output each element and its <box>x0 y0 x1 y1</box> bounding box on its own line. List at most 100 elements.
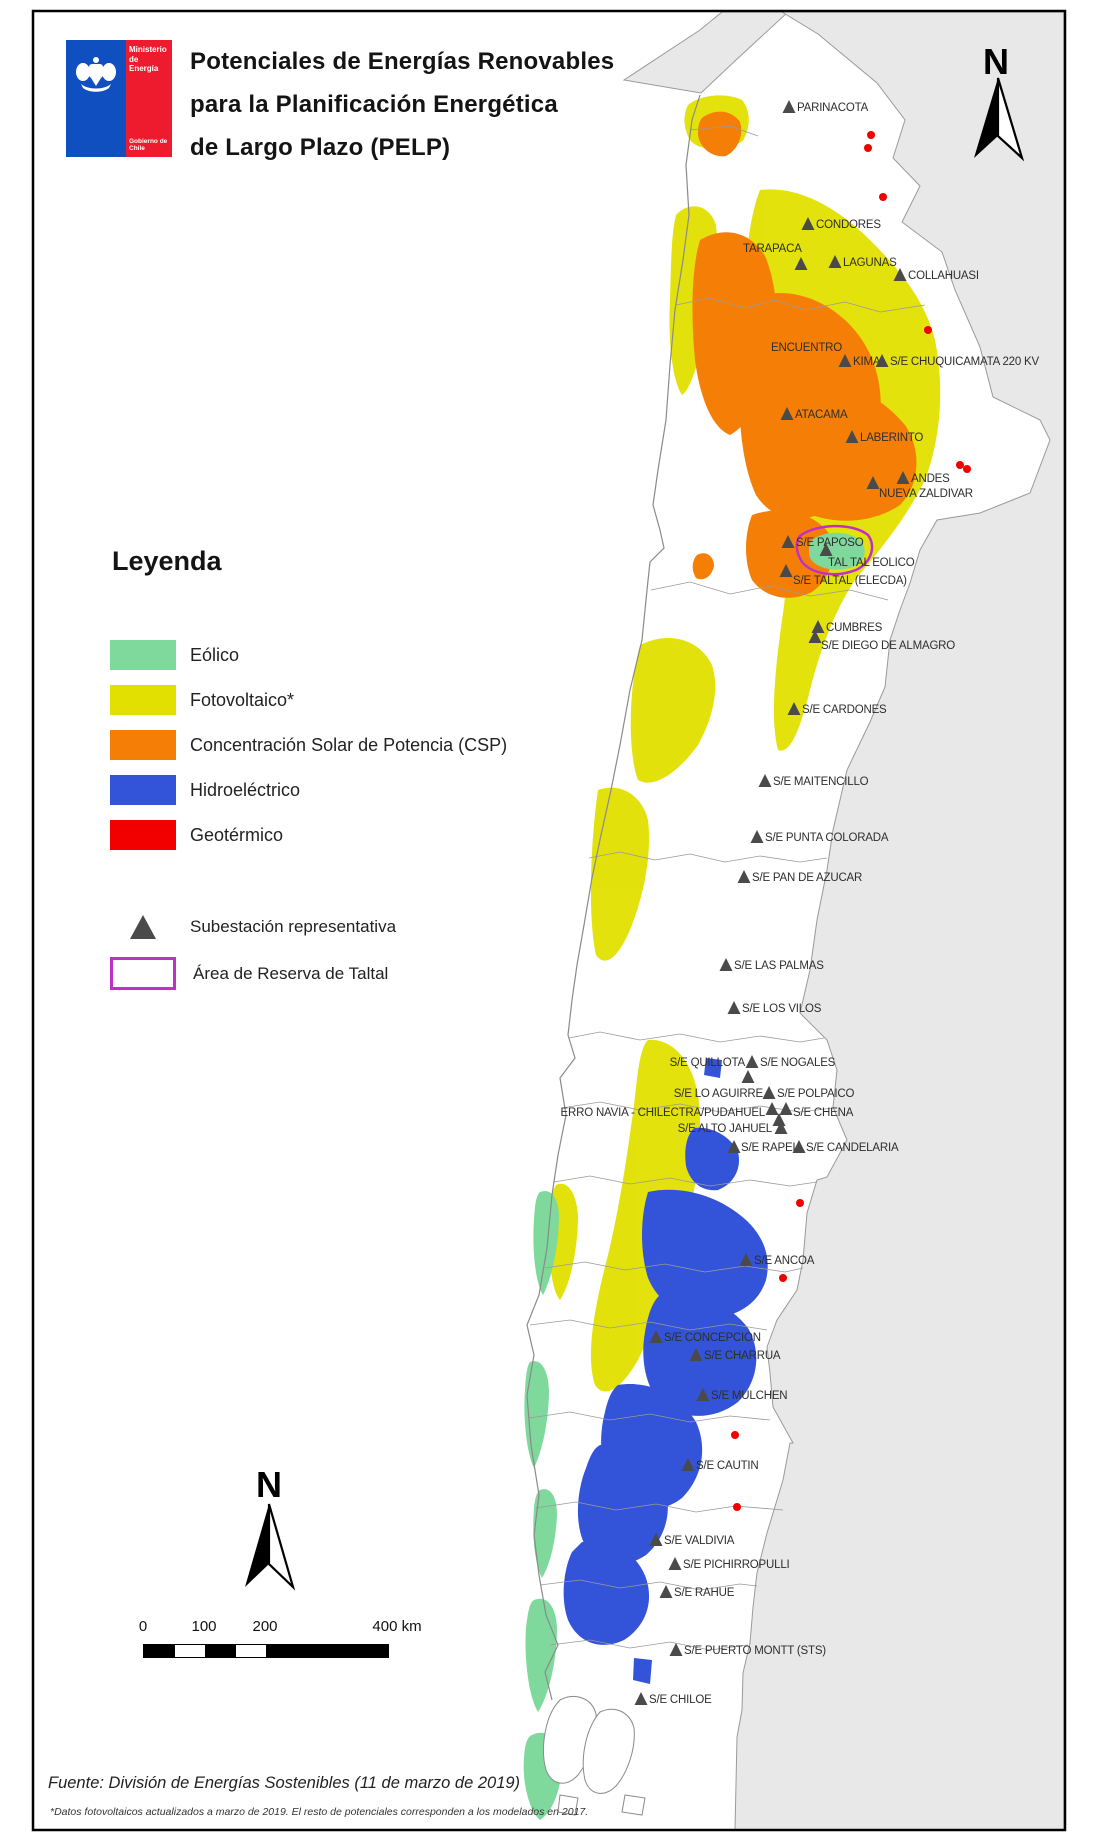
substation-label: LABERINTO <box>860 432 923 444</box>
substation-label: S/E RAHUE <box>674 1587 735 1599</box>
substation-triangle <box>781 535 795 548</box>
substation-label: ATACAMA <box>795 409 848 421</box>
legend-item-label: Subestación representativa <box>190 917 397 936</box>
substation-triangle <box>774 1121 788 1134</box>
substation-triangle <box>828 255 842 268</box>
substation-triangle <box>811 620 825 633</box>
substation-triangle <box>634 1692 648 1705</box>
legend-item-subestacion: Subestación representativa <box>110 915 396 939</box>
substation-label: S/E DIEGO DE ALMAGRO <box>821 640 955 652</box>
geothermal-dot <box>733 1503 741 1511</box>
substation-triangle <box>727 1001 741 1014</box>
geothermal-dot <box>731 1431 739 1439</box>
hidroelectrico-swatch <box>110 775 176 805</box>
substation-label: CONDORES <box>816 219 881 231</box>
southern-islands <box>543 1696 646 1816</box>
substation-label: S/E RAPEL <box>741 1142 799 1154</box>
legend-item-label: Área de Reserva de Taltal <box>193 963 389 983</box>
substation-triangle <box>875 354 889 367</box>
substation-triangle <box>896 471 910 484</box>
substation-triangle <box>779 564 793 577</box>
substation-label: TAL TAL EOLICO <box>828 557 915 569</box>
substation-label: S/E CANDELARIA <box>806 1142 899 1154</box>
substation-label: S/E PUNTA COLORADA <box>765 832 889 844</box>
page-title: Potenciales de Energías Renovables para … <box>190 40 614 169</box>
substation-label: S/E LO AGUIRRE <box>674 1088 764 1100</box>
eolico-swatch <box>110 640 176 670</box>
substation-label: S/E POLPAICO <box>777 1088 855 1100</box>
substation-label: COLLAHUASI <box>908 270 979 282</box>
substation-triangle <box>893 268 907 281</box>
substation-label: S/E CHENA <box>793 1107 854 1119</box>
substation-label: S/E PUERTO MONTT (STS) <box>684 1645 826 1657</box>
geothermal-dot <box>956 461 964 469</box>
geothermal-dot <box>963 465 971 473</box>
coat-of-arms-icon <box>76 57 116 92</box>
scale-tick-0: 0 <box>138 1618 148 1635</box>
title-line-1: Potenciales de Energías Renovables <box>190 48 615 75</box>
substation-label: ERRO NAVIA - CHILECTRA/PUDAHUEL <box>561 1107 766 1119</box>
geotermico-swatch <box>110 820 176 850</box>
legend-item-label: Fotovoltaico* <box>190 689 295 710</box>
substation-label: LAGUNAS <box>843 257 897 269</box>
scale-tick-100: 100 <box>191 1618 217 1635</box>
legend-item-label: Hidroeléctrico <box>190 779 301 800</box>
coastline <box>526 94 701 1701</box>
fotovoltaico-swatch <box>110 685 176 715</box>
substation-triangle <box>727 1140 741 1153</box>
substation-triangle <box>750 830 764 843</box>
logo-blue-panel <box>66 40 126 157</box>
legend-item-reserva: Área de Reserva de Taltal <box>110 957 388 990</box>
substation-markers: PARINACOTA CONDORES TARAPACA LAGUNAS COLLAHU… <box>561 100 1040 1706</box>
substation-label: S/E LOS VILOS <box>742 1003 822 1015</box>
substation-triangle <box>669 1643 683 1656</box>
substation-triangle <box>808 630 822 643</box>
substation-label: CUMBRES <box>826 622 883 634</box>
substation-label: S/E MAITENCILLO <box>773 776 869 788</box>
title-line-3: de Largo Plazo (PELP) <box>190 134 451 161</box>
foreign-land-peru <box>622 11 790 94</box>
north-letter: N <box>256 1464 282 1505</box>
north-arrow-bottom: N <box>245 1464 296 1591</box>
geothermal-dot <box>867 131 875 139</box>
legend-item-eolico: Eólico <box>110 640 239 670</box>
substation-label: S/E ANCOA <box>754 1255 815 1267</box>
substation-label: PARINACOTA <box>797 102 869 114</box>
substation-label: NUEVA ZALDIVAR <box>879 488 973 500</box>
legend-item-geotermico: Geotérmico <box>110 820 283 850</box>
substation-label: S/E CHUQUICAMATA 220 KV <box>890 356 1040 368</box>
substation-label: S/E CHILOE <box>649 1694 712 1706</box>
substation-label: S/E VALDIVIA <box>664 1535 735 1547</box>
scale-tick-400: 400 km <box>372 1618 422 1635</box>
substation-triangle <box>739 1253 753 1266</box>
substation-triangle <box>801 217 815 230</box>
substation-label: S/E PICHIRROPULLI <box>683 1559 790 1571</box>
substation-triangle <box>780 407 794 420</box>
legend-item-label: Eólico <box>190 644 240 665</box>
substation-label: S/E MULCHEN <box>711 1390 787 1402</box>
substation-triangle <box>758 774 772 787</box>
substation-label: S/E TALTAL (ELECDA) <box>793 575 907 587</box>
substation-triangle <box>845 430 859 443</box>
substation-label: S/E CARDONES <box>802 704 887 716</box>
geothermal-dot <box>879 193 887 201</box>
legend-heading: Leyenda <box>112 546 222 576</box>
logo-government-text: Gobierno de Chile <box>129 138 168 152</box>
legend-item-hidroelectrico: Hidroeléctrico <box>110 775 300 805</box>
substation-triangle <box>659 1585 673 1598</box>
geothermal-dot <box>779 1274 787 1282</box>
substation-triangle <box>737 870 751 883</box>
substation-triangle <box>649 1330 663 1343</box>
substation-label: TARAPACA <box>743 243 802 255</box>
scale-bar <box>143 1644 389 1658</box>
foreign-land-east <box>734 11 1065 1831</box>
substation-triangle <box>649 1533 663 1546</box>
substation-label: S/E CONCEPCION <box>664 1332 761 1344</box>
substation-triangle <box>819 543 833 556</box>
substation-label: S/E CAUTIN <box>696 1460 759 1472</box>
substation-label: S/E QUILLOTA <box>670 1057 746 1069</box>
substation-label: S/E LAS PALMAS <box>734 960 824 972</box>
substation-label: S/E PAN DE AZUCAR <box>752 872 862 884</box>
